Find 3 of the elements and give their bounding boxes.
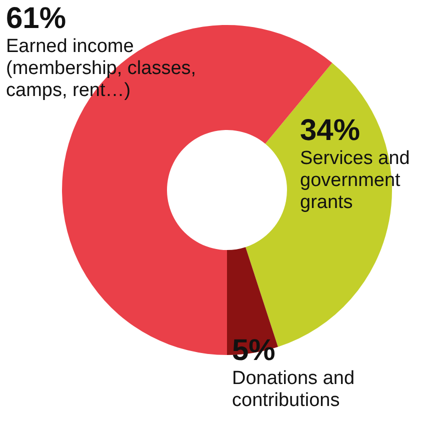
data-label: 61%	[6, 2, 66, 35]
slice-label: Donations and contributions	[232, 368, 355, 411]
data-label: 34%	[300, 114, 360, 147]
